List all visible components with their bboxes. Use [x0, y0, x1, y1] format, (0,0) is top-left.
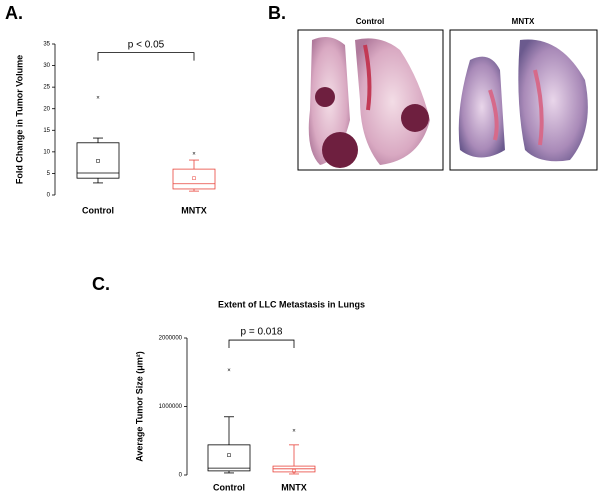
x-tick-label: MNTX [281, 482, 307, 492]
panel-label: B. [268, 3, 286, 23]
annotation: p < 0.05 [128, 39, 165, 50]
y-axis-label: Fold Change in Tumor Volume [14, 55, 24, 184]
chart-title: Extent of LLC Metastasis in Lungs [218, 299, 365, 309]
y-tick-label: 25 [43, 85, 50, 91]
y-tick-label: 5 [47, 171, 51, 177]
panel-label: C. [92, 274, 110, 294]
y-tick-label: 0 [47, 193, 51, 199]
x-tick-label: Control [82, 205, 114, 215]
box [172, 168, 216, 190]
outlier: × [227, 368, 231, 374]
annotation: p = 0.018 [241, 327, 283, 338]
y-tick-label: 35 [43, 42, 50, 48]
outlier: × [96, 96, 100, 102]
outlier: × [292, 429, 296, 435]
micrograph [297, 29, 444, 171]
y-tick-label: 30 [43, 63, 50, 69]
x-tick-label: Control [213, 482, 245, 492]
micrograph [449, 29, 598, 171]
y-tick-label: 2000000 [159, 336, 183, 342]
y-tick-label: 10 [43, 149, 50, 155]
image-label: Control [356, 17, 384, 26]
mean [96, 159, 100, 163]
y-tick-label: 15 [43, 128, 50, 134]
significance-bracket [228, 339, 295, 349]
panel-label: A. [5, 3, 23, 23]
image-label: MNTX [512, 17, 535, 26]
significance-bracket [97, 52, 195, 61]
y-tick-label: 1000000 [159, 404, 183, 410]
y-tick-label: 0 [179, 473, 183, 479]
mean [227, 453, 231, 457]
box [76, 142, 120, 179]
outlier: × [192, 152, 196, 158]
y-axis-label: Average Tumor Size (μm²) [134, 351, 144, 462]
x-tick-label: MNTX [181, 205, 207, 215]
y-tick-label: 20 [43, 106, 50, 112]
mean [292, 469, 296, 473]
box [207, 444, 251, 472]
mean [192, 176, 196, 180]
